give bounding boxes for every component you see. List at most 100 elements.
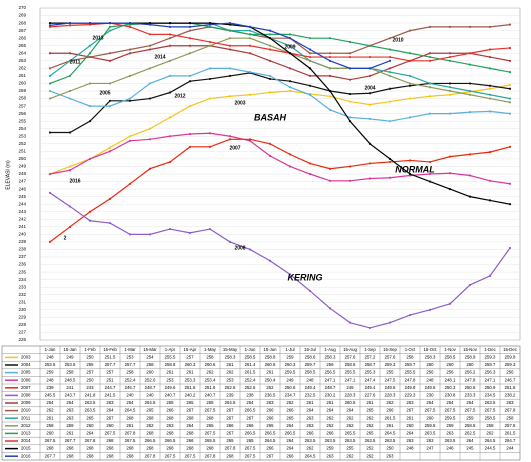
y-tick-label: 235 <box>18 269 26 274</box>
legend-label: 2003 <box>21 355 31 360</box>
table-cell: 264 <box>126 400 134 405</box>
series-marker <box>448 187 452 191</box>
table-cell: 263 <box>506 400 514 405</box>
series-marker <box>68 24 72 27</box>
table-header: 1-Sep <box>364 347 376 352</box>
table-cell: 239 <box>226 393 234 398</box>
series-marker <box>468 82 472 85</box>
series-marker <box>228 44 232 47</box>
series-marker <box>348 55 352 59</box>
series-line <box>49 22 391 69</box>
table-header: 1-Apr <box>165 347 176 352</box>
series-marker <box>488 67 492 70</box>
y-tick-label: 260 <box>18 81 26 86</box>
series-marker <box>428 172 432 176</box>
series-marker <box>268 33 272 36</box>
table-cell: 261 <box>326 400 334 405</box>
table-header: 15-Jul <box>304 347 316 352</box>
table-cell: 233.3 <box>465 393 476 398</box>
table-cell: 265 <box>266 423 274 428</box>
series-marker <box>468 89 472 93</box>
table-cell: 268 <box>186 415 194 420</box>
series-marker <box>328 59 332 62</box>
series-marker <box>88 21 92 25</box>
table-cell: 259 <box>326 446 334 451</box>
table-frame <box>1 345 521 461</box>
table-cell: 263.5 <box>445 438 456 443</box>
series-marker <box>228 29 232 32</box>
table-cell: 261 <box>66 431 74 436</box>
table-cell: 258 <box>406 355 414 360</box>
series-marker <box>368 55 372 59</box>
series-marker <box>68 89 72 93</box>
y-tick-label: 267 <box>18 28 26 33</box>
series-marker <box>488 151 492 154</box>
table-header: 15-Mar <box>143 347 157 352</box>
series-marker <box>268 37 272 40</box>
table-cell: 264 <box>406 431 414 436</box>
table-cell: 258.5 <box>485 415 496 420</box>
series-marker <box>388 59 392 62</box>
annotation: 2003 <box>234 100 245 106</box>
series-marker <box>128 182 132 185</box>
table-cell: 268 <box>146 431 154 436</box>
table-header: 1-Dec <box>484 347 496 352</box>
series-marker <box>388 37 392 40</box>
table-cell: 245 <box>466 446 474 451</box>
table-cell: 263.5 <box>305 438 316 443</box>
series-marker <box>48 89 52 93</box>
table-header: 15-Aug <box>343 347 357 352</box>
table-cell: 268 <box>66 446 74 451</box>
table-cell: 263.5 <box>485 400 496 405</box>
series-marker <box>308 162 312 165</box>
series-marker <box>48 191 52 194</box>
table-header: 15-Nov <box>463 347 478 352</box>
series-marker <box>368 74 372 78</box>
table-cell: 259 <box>66 423 74 428</box>
series-marker <box>328 108 332 111</box>
table-cell: 265 <box>166 400 174 405</box>
table-cell: 258.8 <box>165 362 176 367</box>
series-marker <box>488 110 492 113</box>
series-marker <box>348 179 352 182</box>
table-cell: 267.5 <box>245 446 256 451</box>
table-header: 1-Oct <box>405 347 416 352</box>
table-cell: 258.5 <box>305 370 316 375</box>
table-cell: 230.2 <box>325 393 336 398</box>
table-header: 1-Aug <box>324 347 336 352</box>
table-cell: 264.5 <box>305 453 316 458</box>
table-cell: 249.8 <box>405 385 416 390</box>
series-marker <box>248 248 252 251</box>
table-cell: 266 <box>306 431 314 436</box>
y-tick-label: 259 <box>18 88 26 93</box>
table-cell: 264 <box>86 431 94 436</box>
table-cell: 263 <box>66 415 74 420</box>
table-cell: 255.5 <box>165 355 176 360</box>
series-marker <box>188 29 192 32</box>
table-cell: 264.7 <box>505 438 516 443</box>
table-cell: 267.5 <box>465 408 476 413</box>
y-tick-label: 245 <box>18 194 26 199</box>
series-marker <box>88 120 92 123</box>
table-cell: 252.6 <box>225 385 236 390</box>
legend-label: 2005 <box>21 370 31 375</box>
series-marker <box>308 48 312 51</box>
y-tick-label: 248 <box>18 171 26 176</box>
table-cell: 249.6 <box>165 385 176 390</box>
series-marker <box>448 86 452 89</box>
series-marker <box>108 52 112 55</box>
table-cell: 261.5 <box>245 370 256 375</box>
series-marker <box>48 131 52 134</box>
table-cell: 243 <box>86 385 94 390</box>
table-cell: 266.5 <box>245 431 256 436</box>
table-cell: 253.5 <box>65 362 76 367</box>
annotation: 2013 <box>92 35 103 41</box>
series-marker <box>88 82 92 85</box>
table-cell: 251.6 <box>505 385 516 390</box>
table-cell: 264 <box>326 408 334 413</box>
series-line <box>50 72 511 134</box>
table-cell: 259.8 <box>505 355 516 360</box>
table-cell: 250 <box>86 377 94 382</box>
table-cell: 255 <box>346 446 354 451</box>
table-cell: 264 <box>246 400 254 405</box>
